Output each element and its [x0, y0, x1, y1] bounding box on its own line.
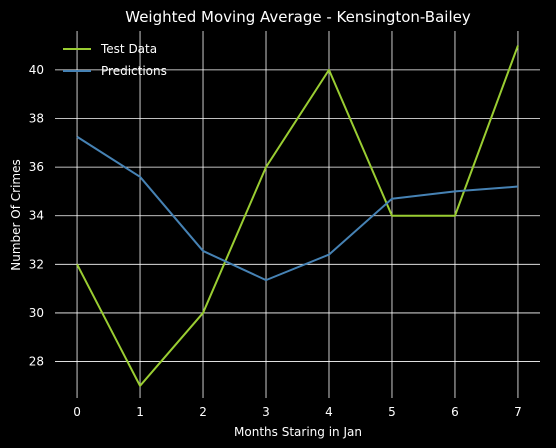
x-axis-label: Months Staring in Jan — [234, 425, 362, 439]
y-tick-label: 30 — [29, 306, 44, 320]
x-tick-label: 3 — [262, 405, 270, 419]
y-axis-label: Number Of Crimes — [9, 159, 23, 270]
x-tick-labels: 0 1 2 3 4 5 6 7 — [73, 405, 522, 419]
y-tick-label: 40 — [29, 63, 44, 77]
series-layer — [76, 45, 519, 387]
series-line-predictions — [76, 135, 519, 282]
x-tick-label: 1 — [136, 405, 144, 419]
y-tick-labels: 28 30 32 34 36 38 40 — [29, 63, 44, 369]
x-tick-label: 4 — [325, 405, 333, 419]
x-tick-label: 0 — [73, 405, 81, 419]
series-line-test-data — [76, 45, 519, 387]
x-tick-label: 5 — [388, 405, 396, 419]
x-tick-label: 2 — [199, 405, 207, 419]
y-tick-label: 34 — [29, 209, 44, 223]
y-tick-label: 28 — [29, 355, 44, 369]
chart-title: Weighted Moving Average - Kensington-Bai… — [125, 8, 471, 26]
legend-label-test-data: Test Data — [100, 42, 157, 56]
y-tick-label: 38 — [29, 111, 44, 125]
y-tick-label: 36 — [29, 160, 44, 174]
x-tick-label: 7 — [514, 405, 522, 419]
y-tick-label: 32 — [29, 257, 44, 271]
x-tick-label: 6 — [451, 405, 459, 419]
legend-label-predictions: Predictions — [101, 64, 167, 78]
legend: Test Data Predictions — [63, 42, 167, 78]
